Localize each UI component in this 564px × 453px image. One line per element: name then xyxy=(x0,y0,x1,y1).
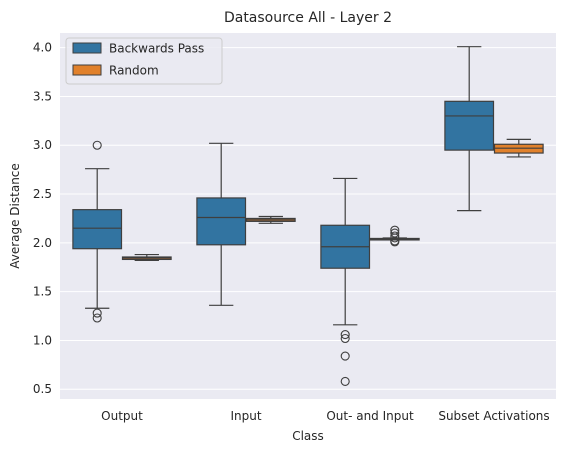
x-axis-label: Class xyxy=(292,429,324,443)
box-body xyxy=(197,198,246,245)
plot-background xyxy=(60,33,556,399)
legend-swatch-random xyxy=(73,65,101,75)
legend-swatch-backwards-pass xyxy=(73,43,101,53)
y-tick-label: 1.5 xyxy=(33,285,52,299)
x-tick-label: Input xyxy=(230,409,261,423)
legend-label-backwards-pass: Backwards Pass xyxy=(109,42,204,56)
y-tick-label: 2.0 xyxy=(33,236,52,250)
y-tick-label: 2.5 xyxy=(33,187,52,201)
box-body xyxy=(445,101,494,150)
x-tick-label: Out- and Input xyxy=(326,409,414,423)
y-axis-label: Average Distance xyxy=(8,163,22,269)
y-tick-label: 1.0 xyxy=(33,333,52,347)
x-tick-label: Subset Activations xyxy=(438,409,549,423)
y-tick-label: 3.5 xyxy=(33,89,52,103)
box-body xyxy=(73,210,122,249)
legend-label-random: Random xyxy=(109,64,159,78)
chart-title: Datasource All - Layer 2 xyxy=(224,10,392,26)
x-axis-ticks: Output Input Out- and Input Subset Activati… xyxy=(101,409,550,423)
y-tick-label: 0.5 xyxy=(33,382,52,396)
y-axis-ticks: 0.5 1.0 1.5 2.0 2.5 3.0 3.5 4.0 xyxy=(33,41,52,397)
y-tick-label: 4.0 xyxy=(33,41,52,55)
legend: Backwards Pass Random xyxy=(66,38,222,84)
y-tick-label: 3.0 xyxy=(33,138,52,152)
x-tick-label: Output xyxy=(101,409,143,423)
